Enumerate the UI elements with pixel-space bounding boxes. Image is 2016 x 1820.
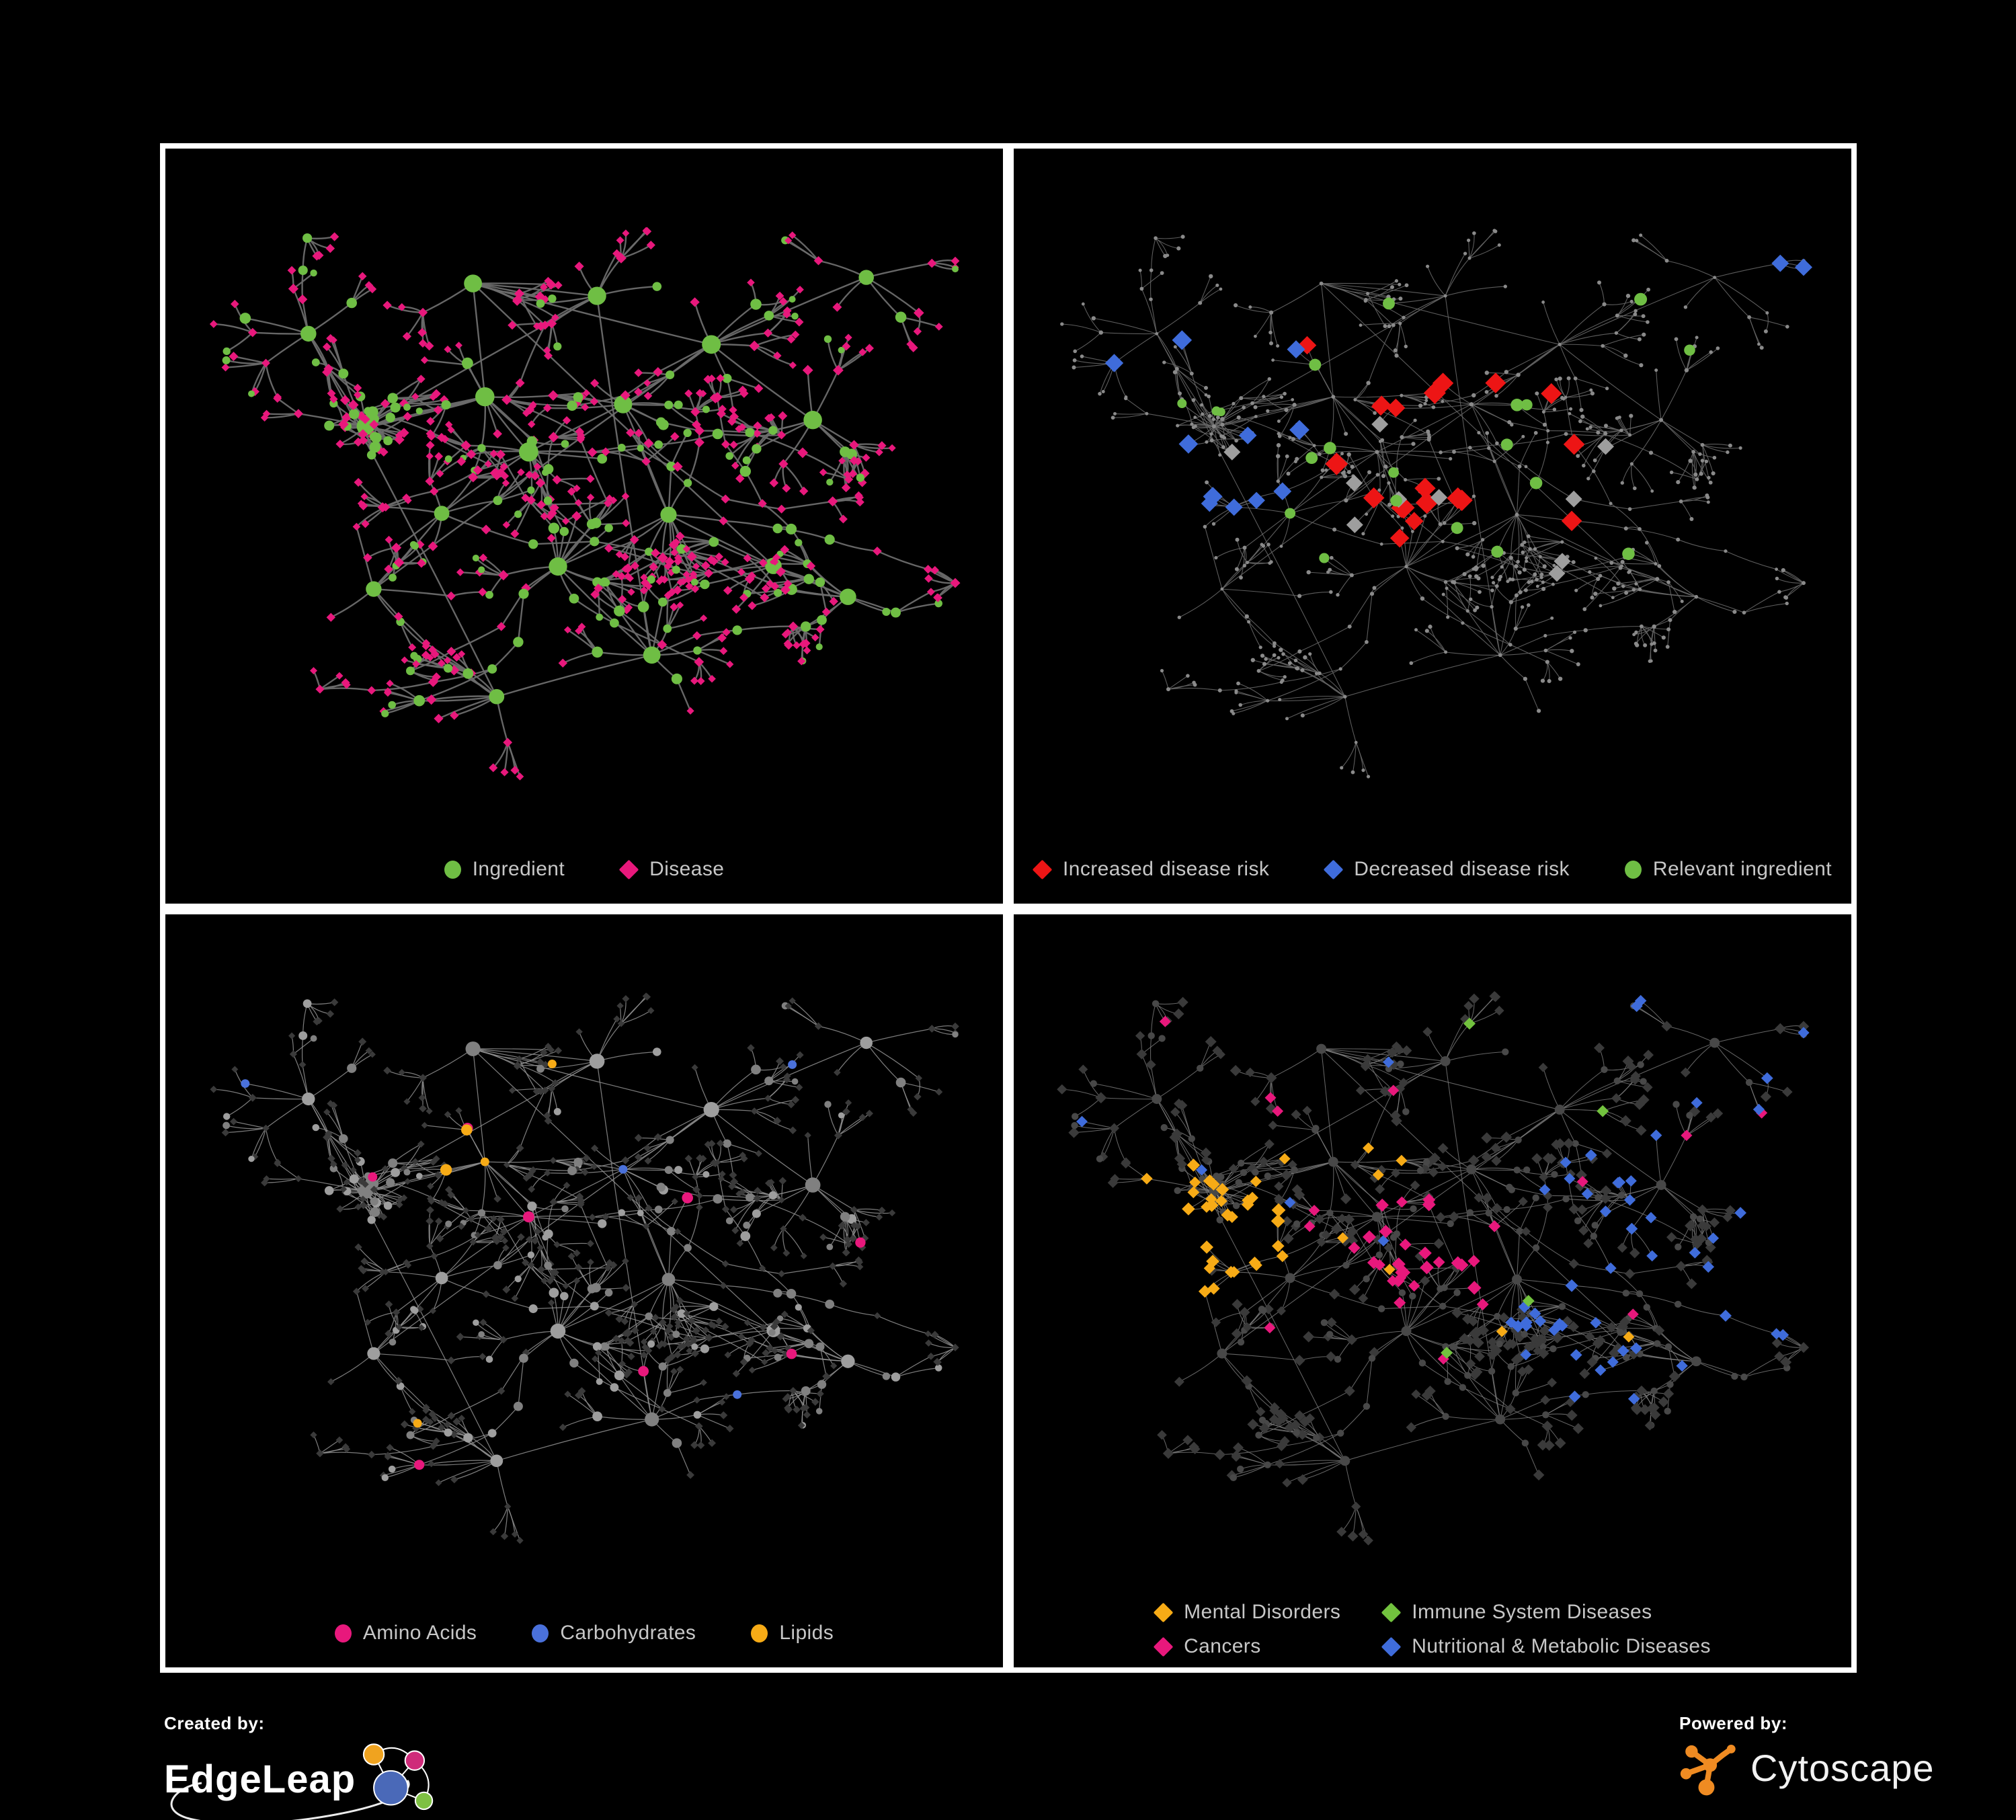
- legend-ingredients-diseases: Ingredient Disease: [165, 858, 1003, 881]
- legend-label: Ingredient: [472, 858, 565, 880]
- cytoscape-brand-row: Cytoscape: [1679, 1737, 1935, 1798]
- legend-label: Relevant ingredient: [1652, 858, 1832, 880]
- legend-label: Amino Acids: [362, 1622, 477, 1644]
- lipids-circle-swatch-icon: [751, 1624, 768, 1643]
- legend-item-lipids: Lipids: [751, 1622, 834, 1645]
- network-canvas-nutrient-classes: [210, 992, 959, 1544]
- cancers-diamond-swatch-icon: [1153, 1636, 1174, 1657]
- legend-item-amino-acids: Amino Acids: [334, 1622, 477, 1645]
- cytoscape-brand: Cytoscape: [1750, 1746, 1935, 1789]
- edgeleap-node-orange: [363, 1743, 385, 1766]
- legend-item-mental-disorders: Mental Disorders: [1153, 1601, 1341, 1624]
- legend-label: Nutritional & Metabolic Diseases: [1412, 1635, 1711, 1657]
- amino-acids-circle-swatch-icon: [334, 1624, 352, 1643]
- edgeleap-brand: EdgeLeap: [164, 1757, 356, 1801]
- carbohydrates-circle-swatch-icon: [532, 1624, 549, 1643]
- mental-disorders-diamond-swatch-icon: [1153, 1602, 1174, 1622]
- network-canvas-disease-risk: [1060, 229, 1812, 779]
- legend-nutrient-classes: Amino Acids Carbohydrates Lipids: [165, 1622, 1003, 1645]
- legend-item-ingredient: Ingredient: [444, 858, 565, 881]
- legend-item-cancers: Cancers: [1153, 1635, 1340, 1658]
- panel-disease-risk: Increased disease risk Decreased disease …: [1008, 143, 1857, 909]
- powered-by-label: Powered by:: [1679, 1713, 1788, 1733]
- legend-disease-classes: Mental Disorders Immune System Diseases Ca…: [1014, 1601, 1851, 1658]
- cytoscape-logo-icon: [1680, 1744, 1736, 1796]
- legend-item-decreased-disease-risk: Decreased disease risk: [1323, 858, 1570, 881]
- legend-item-relevant-ingredient: Relevant ingredient: [1624, 858, 1832, 881]
- legend-item-disease: Disease: [618, 858, 725, 881]
- nutritional-metabolic-diseases-diamond-swatch-icon: [1381, 1636, 1402, 1657]
- legend-label: Cancers: [1184, 1635, 1261, 1657]
- relevant-ingredient-circle-swatch-icon: [1624, 860, 1642, 879]
- ingredient-circle-swatch-icon: [444, 860, 461, 879]
- panel-ingredients-diseases: Ingredient Disease: [160, 143, 1008, 909]
- legend-item-carbohydrates: Carbohydrates: [532, 1622, 696, 1645]
- legend-item-increased-disease-risk: Increased disease risk: [1032, 858, 1270, 881]
- edgeleap-logo-icon: [363, 1743, 434, 1811]
- edgeleap-brand-row: EdgeLeap: [164, 1737, 540, 1820]
- legend-label: Carbohydrates: [560, 1622, 696, 1644]
- panel-disease-classes: Mental Disorders Immune System Diseases Ca…: [1008, 909, 1857, 1673]
- created-by-block: Created by: EdgeLeap: [164, 1713, 540, 1820]
- powered-by-block: Powered by: Cytoscape: [1679, 1713, 1935, 1819]
- disease-diamond-swatch-icon: [618, 859, 639, 879]
- legend-label: Disease: [649, 858, 725, 880]
- network-canvas-ingredients-diseases: [209, 227, 961, 781]
- legend-item-immune-system-diseases: Immune System Diseases: [1381, 1601, 1711, 1624]
- edgeleap-node-green: [415, 1791, 434, 1811]
- edgeleap-node-blue: [373, 1770, 409, 1806]
- immune-system-diseases-diamond-swatch-icon: [1381, 1602, 1402, 1622]
- legend-label: Mental Disorders: [1184, 1601, 1341, 1623]
- legend-disease-risk: Increased disease risk Decreased disease …: [1014, 858, 1851, 881]
- legend-label: Immune System Diseases: [1412, 1601, 1652, 1623]
- created-by-label: Created by:: [164, 1713, 265, 1733]
- legend-label: Lipids: [779, 1622, 834, 1644]
- legend-item-nutritional-metabolic-diseases: Nutritional & Metabolic Diseases: [1381, 1635, 1711, 1658]
- network-canvas-disease-classes: [1057, 991, 1810, 1546]
- legend-label: Decreased disease risk: [1354, 858, 1570, 880]
- edgeleap-node-magenta: [404, 1750, 426, 1771]
- increased-disease-risk-diamond-swatch-icon: [1032, 859, 1053, 879]
- legend-label: Increased disease risk: [1063, 858, 1270, 880]
- panel-nutrient-classes: Amino Acids Carbohydrates Lipids: [160, 909, 1008, 1673]
- decreased-disease-risk-diamond-swatch-icon: [1323, 859, 1344, 879]
